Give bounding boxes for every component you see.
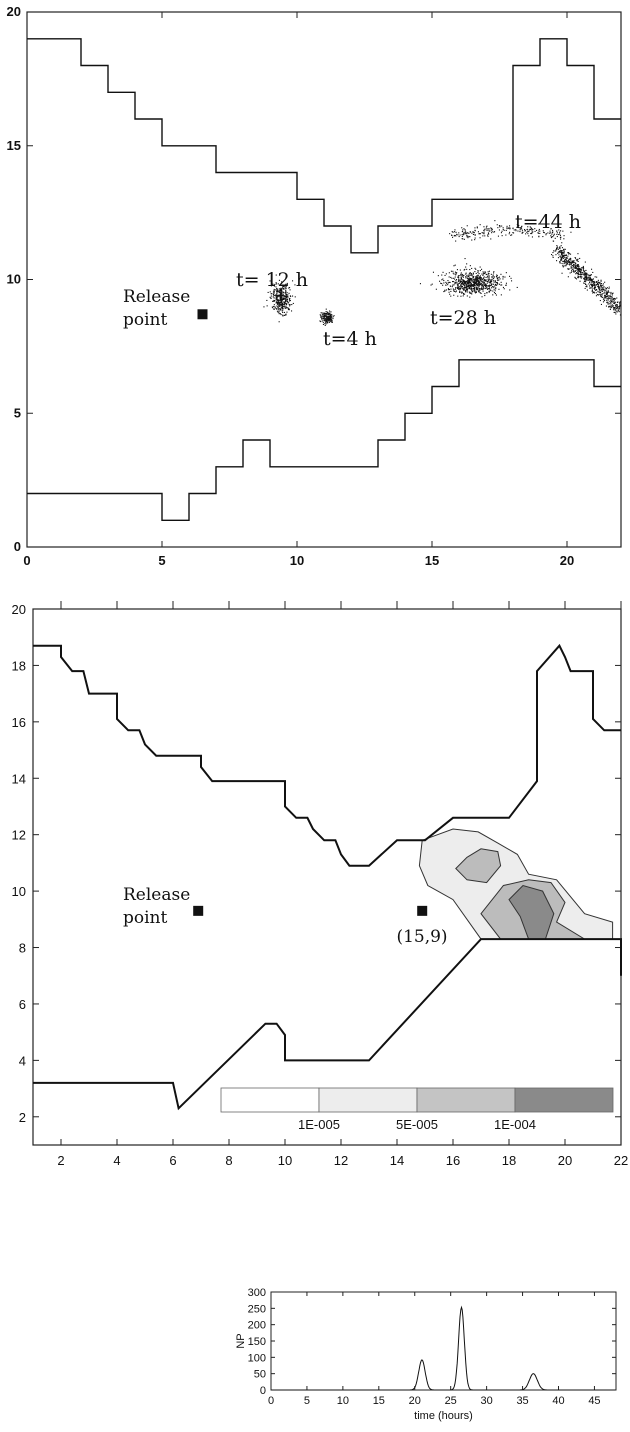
panel-np-timeseries: 0 5 10 15 20 25 30 35 40 45 0 50 100 150 200 250 300 time… — [235, 1287, 617, 1422]
x-tick-label: 2 — [57, 1153, 64, 1168]
x-tick-label: 10 — [290, 553, 304, 568]
x-tick-label: 15 — [373, 1395, 385, 1407]
contour-region-5E-005 — [455, 848, 502, 884]
y-tick-label: 50 — [254, 1369, 266, 1381]
y-tick-label: 14 — [12, 771, 26, 786]
x-tick-label: 0 — [268, 1395, 274, 1407]
x-tick-label: 22 — [614, 1153, 628, 1168]
plot-frame — [32, 608, 622, 1146]
legend-label: 1E-004 — [494, 1117, 536, 1132]
y-tick-label: 20 — [12, 602, 26, 617]
x-tick-label: 18 — [502, 1153, 516, 1168]
x-tick-label: 5 — [158, 553, 165, 568]
x-tick-label: 35 — [516, 1395, 528, 1407]
x-tick-label: 40 — [552, 1395, 564, 1407]
cloud-time-label: t=4 h — [323, 328, 377, 350]
x-tick-label: 16 — [446, 1153, 460, 1168]
x-tick-label: 20 — [560, 553, 574, 568]
upper-boundary-line — [33, 643, 621, 867]
y-tick-label: 20 — [7, 4, 21, 19]
cloud-t4 — [319, 308, 335, 326]
legend-swatch — [318, 1087, 418, 1113]
x-tick-label: 6 — [169, 1153, 176, 1168]
x-tick-label: 8 — [225, 1153, 232, 1168]
legend-swatch — [416, 1087, 516, 1113]
x-tick-label: 20 — [409, 1395, 421, 1407]
x-tick-label: 12 — [334, 1153, 348, 1168]
x-tick-label: 14 — [390, 1153, 404, 1168]
y-tick-label: 100 — [248, 1352, 266, 1364]
y-axis-label: NP — [235, 1333, 247, 1348]
receptor-point-marker — [417, 905, 428, 916]
release-point-label: point — [123, 310, 168, 330]
y-tick-label: 0 — [260, 1385, 266, 1397]
legend-swatch — [220, 1087, 320, 1113]
release-point-label: point — [123, 908, 168, 928]
y-tick-label: 5 — [14, 405, 21, 420]
x-tick-label: 25 — [445, 1395, 457, 1407]
y-tick-label: 4 — [19, 1053, 26, 1068]
cloud-t12 — [263, 274, 296, 323]
y-tick-label: 8 — [19, 941, 26, 956]
x-tick-label: 10 — [337, 1395, 349, 1407]
legend-label: 5E-005 — [396, 1117, 438, 1132]
cloud-time-label: t=44 h — [515, 211, 581, 233]
cloud-t44 — [449, 220, 621, 316]
x-tick-label: 4 — [113, 1153, 120, 1168]
x-tick-label: 10 — [278, 1153, 292, 1168]
y-tick-label: 18 — [12, 658, 26, 673]
x-tick-label: 5 — [304, 1395, 310, 1407]
legend-label: 1E-005 — [298, 1117, 340, 1132]
x-tick-label: 0 — [23, 553, 30, 568]
x-tick-label: 15 — [425, 553, 439, 568]
release-point-label: Release — [123, 885, 190, 905]
y-tick-label: 15 — [7, 138, 21, 153]
x-tick-label: 30 — [481, 1395, 493, 1407]
release-point-marker — [193, 905, 204, 916]
y-tick-label: 200 — [248, 1320, 266, 1332]
y-tick-label: 6 — [19, 997, 26, 1012]
legend-swatch — [514, 1087, 614, 1113]
cloud-time-label: t=28 h — [430, 307, 496, 329]
receptor-point-label: (15,9) — [396, 927, 447, 947]
y-tick-label: 250 — [248, 1303, 266, 1315]
y-tick-label: 10 — [12, 884, 26, 899]
contour-legend: 1E-005 5E-005 1E-004 — [220, 1087, 614, 1132]
release-point-label: Release — [123, 287, 190, 307]
panel-concentration-contours: 2 4 6 8 10 12 14 16 18 20 222468101214161820Releas… — [12, 601, 628, 1168]
y-tick-label: 300 — [248, 1287, 266, 1299]
y-tick-label: 10 — [7, 272, 21, 287]
particle-clouds — [263, 220, 621, 326]
y-tick-label: 2 — [19, 1110, 26, 1125]
cloud-t28 — [419, 258, 518, 298]
panel-particle-tracks: 0 5 10 15 20 0 5 10 15 20 Release point t= 12 h t=4 h… — [7, 4, 622, 568]
x-axis-label: time (hours) — [414, 1410, 473, 1422]
y-tick-label: 16 — [12, 715, 26, 730]
plot-frame — [270, 1291, 617, 1391]
x-tick-label: 45 — [588, 1395, 600, 1407]
release-point-marker — [197, 309, 208, 320]
y-tick-label: 150 — [248, 1336, 266, 1348]
y-tick-label: 0 — [14, 539, 21, 554]
lower-boundary-line — [33, 938, 622, 1111]
y-tick-label: 12 — [12, 828, 26, 843]
np-series-line — [271, 1305, 616, 1391]
cloud-time-label: t= 12 h — [236, 269, 308, 291]
x-tick-label: 20 — [558, 1153, 572, 1168]
lower-boundary-line — [27, 359, 621, 521]
contour-region-1E-004 — [508, 884, 555, 940]
upper-boundary-line — [27, 38, 621, 254]
